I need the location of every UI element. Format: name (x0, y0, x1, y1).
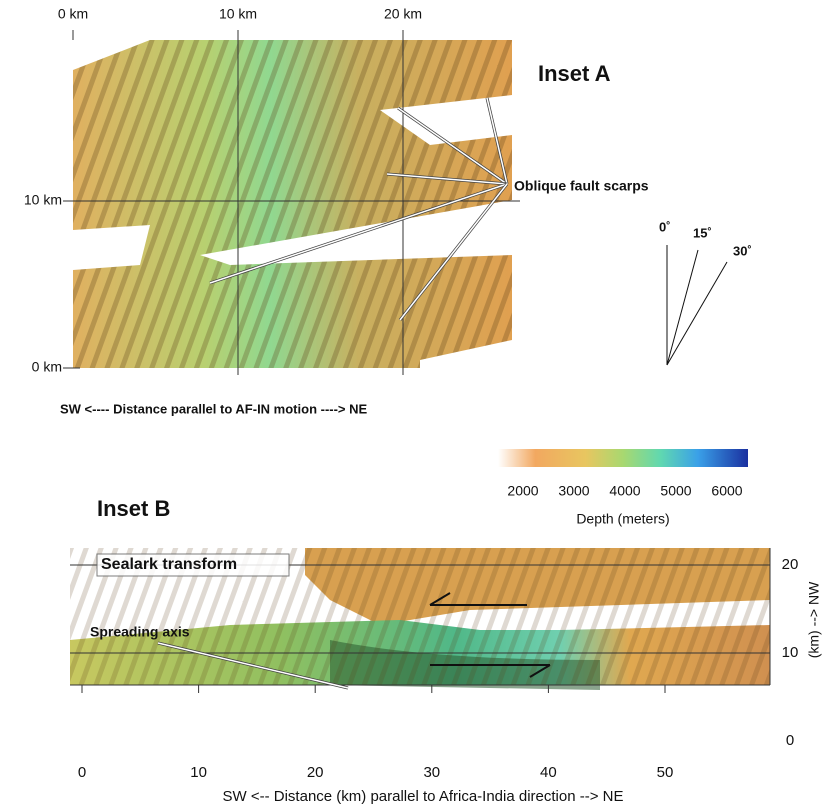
inset-b-title: Inset B (97, 496, 170, 521)
x-tick-label: 40 (540, 764, 557, 781)
colorbar-tick-label: 6000 (711, 483, 742, 499)
y-axis-label: (km) --> NW (806, 581, 822, 658)
x-tick-label: 20 km (384, 6, 422, 22)
angle-diagram (667, 245, 727, 365)
figure: Inset A Oblique fault scarps 0˚ 15˚ 30˚ … (0, 0, 832, 809)
x-axis-label: SW <-- Distance (km) parallel to Africa-… (223, 788, 624, 805)
annotation: Oblique fault scarps (514, 178, 649, 194)
colorbar (498, 449, 748, 467)
colorbar-tick-label: 3000 (558, 483, 589, 499)
y-tick-label: 0 (786, 732, 794, 749)
x-tick-label: 0 km (58, 6, 88, 22)
y-tick-label: 0 km (32, 359, 62, 375)
x-tick-label: 0 (78, 764, 86, 781)
y-tick-label: 10 (782, 644, 799, 661)
feature-label: Sealark transform (101, 556, 237, 573)
angle-label: 15˚ (693, 225, 712, 240)
x-tick-label: 10 (190, 764, 207, 781)
angle-label: 30˚ (733, 243, 752, 258)
inset-a-map (63, 40, 520, 375)
inset-a-title: Inset A (538, 61, 611, 86)
colorbar-label: Depth (meters) (576, 511, 669, 527)
y-tick-label: 10 km (24, 192, 62, 208)
caption: SW <---- Distance parallel to AF-IN moti… (60, 401, 368, 416)
x-tick-label: 20 (307, 764, 324, 781)
y-tick-label: 20 (782, 556, 799, 573)
colorbar-tick-label: 5000 (660, 483, 691, 499)
colorbar-tick-label: 4000 (609, 483, 640, 499)
colorbar-tick-label: 2000 (507, 483, 538, 499)
x-tick-label: 50 (657, 764, 674, 781)
x-tick-label: 30 (423, 764, 440, 781)
x-tick-label: 10 km (219, 6, 257, 22)
angle-label: 0˚ (659, 219, 671, 234)
annotation: Spreading axis (90, 624, 190, 640)
